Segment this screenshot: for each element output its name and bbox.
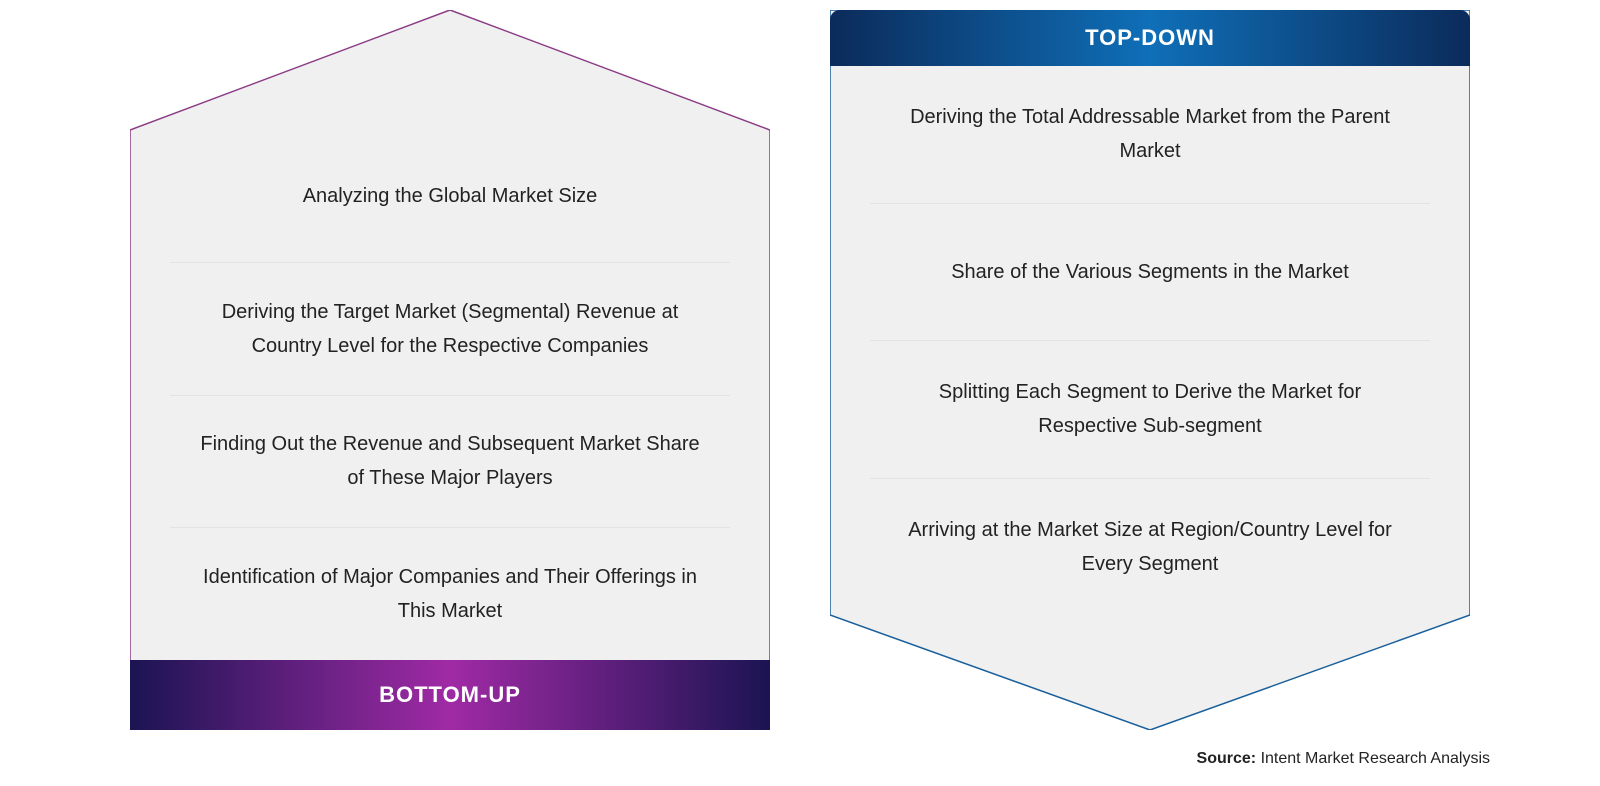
diagram-container: Analyzing the Global Market Size Derivin… bbox=[0, 0, 1600, 730]
top-down-body: Deriving the Total Addressable Market fr… bbox=[830, 66, 1470, 615]
bottom-up-body: Analyzing the Global Market Size Derivin… bbox=[130, 130, 770, 660]
top-down-item: Splitting Each Segment to Derive the Mar… bbox=[870, 341, 1430, 479]
top-down-shape: TOP-DOWN Deriving the Total Addressable … bbox=[830, 10, 1470, 730]
source-label: Source: bbox=[1197, 750, 1257, 767]
bottom-up-panel: Analyzing the Global Market Size Derivin… bbox=[130, 10, 770, 730]
bottom-up-item: Analyzing the Global Market Size bbox=[170, 130, 730, 263]
bottom-up-item: Finding Out the Revenue and Subsequent M… bbox=[170, 396, 730, 529]
top-down-panel: TOP-DOWN Deriving the Total Addressable … bbox=[830, 10, 1470, 730]
top-down-item: Arriving at the Market Size at Region/Co… bbox=[870, 479, 1430, 616]
bottom-up-item: Identification of Major Companies and Th… bbox=[170, 528, 730, 660]
top-down-item: Deriving the Total Addressable Market fr… bbox=[870, 66, 1430, 204]
source-attribution: Source: Intent Market Research Analysis bbox=[1197, 750, 1490, 768]
bottom-up-item: Deriving the Target Market (Segmental) R… bbox=[170, 263, 730, 396]
bottom-up-title: BOTTOM-UP bbox=[130, 660, 770, 730]
top-down-item: Share of the Various Segments in the Mar… bbox=[870, 204, 1430, 342]
bottom-up-shape: Analyzing the Global Market Size Derivin… bbox=[130, 10, 770, 730]
top-down-title: TOP-DOWN bbox=[830, 10, 1470, 66]
source-text: Intent Market Research Analysis bbox=[1261, 750, 1490, 767]
